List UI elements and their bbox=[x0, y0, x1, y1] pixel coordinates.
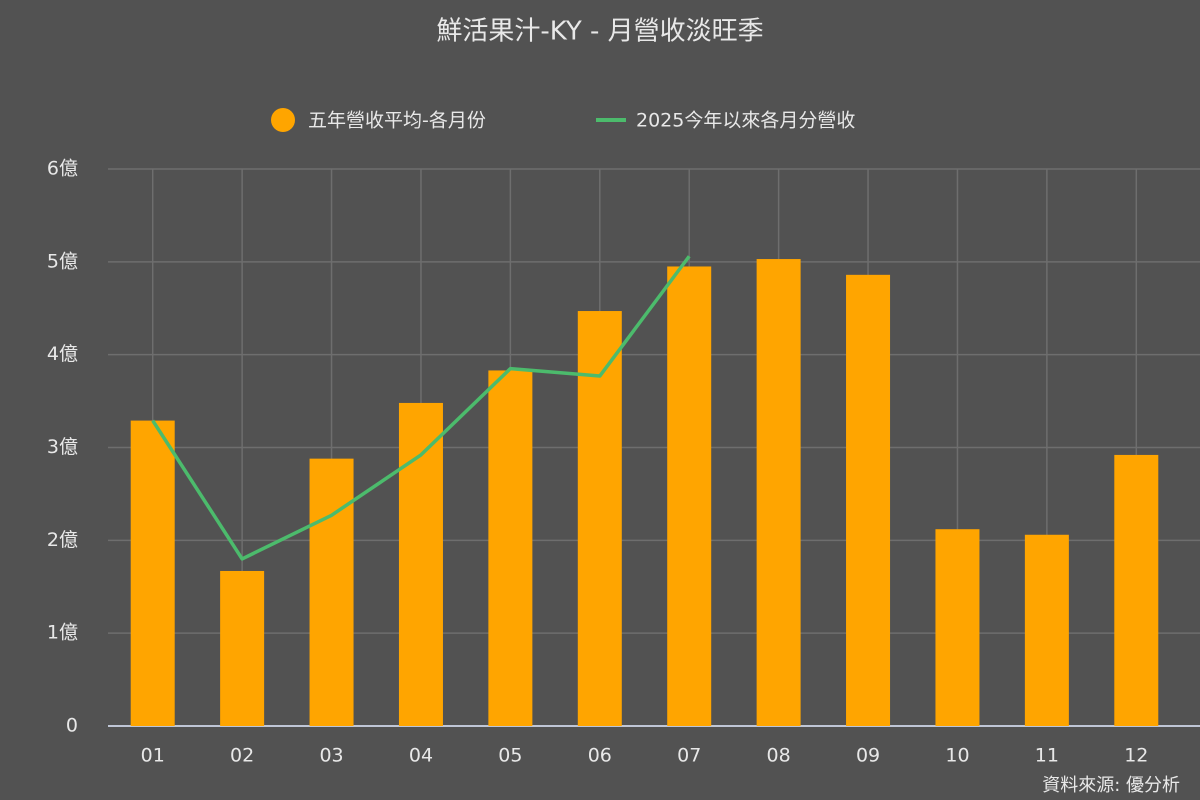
legend-swatch bbox=[271, 108, 295, 132]
bar bbox=[935, 529, 980, 726]
x-tick-label: 02 bbox=[230, 745, 254, 767]
x-tick-label: 04 bbox=[409, 745, 433, 767]
y-tick-label: 4億 bbox=[47, 343, 78, 365]
y-tick-label: 6億 bbox=[47, 158, 78, 180]
x-tick-label: 03 bbox=[319, 745, 343, 767]
bar bbox=[488, 370, 533, 726]
y-tick-label: 0 bbox=[66, 715, 78, 737]
x-tick-label: 06 bbox=[588, 745, 612, 767]
bar bbox=[1024, 534, 1069, 726]
x-tick-label: 07 bbox=[677, 745, 701, 767]
y-tick-label: 2億 bbox=[47, 529, 78, 551]
bar bbox=[667, 266, 712, 726]
line bbox=[151, 255, 691, 561]
x-tick-label: 11 bbox=[1035, 745, 1059, 767]
source-note: 資料來源: 優分析 bbox=[1042, 775, 1180, 796]
y-tick-label: 1億 bbox=[47, 622, 78, 644]
bar bbox=[577, 311, 622, 726]
bar bbox=[398, 402, 443, 726]
x-tick-label: 10 bbox=[945, 745, 969, 767]
bar bbox=[130, 420, 175, 726]
bar bbox=[846, 274, 891, 726]
y-tick-label: 3億 bbox=[47, 436, 78, 458]
legend-label: 五年營收平均-各月份 bbox=[308, 110, 486, 132]
chart-title: 鮮活果汁-KY - 月營收淡旺季 bbox=[436, 17, 763, 47]
x-tick-label: 01 bbox=[141, 745, 165, 767]
x-tick-label: 05 bbox=[498, 745, 522, 767]
bar bbox=[1114, 454, 1159, 726]
x-tick-label: 09 bbox=[856, 745, 880, 767]
bar bbox=[220, 570, 265, 726]
bar bbox=[309, 458, 354, 726]
y-tick-label: 5億 bbox=[47, 250, 78, 272]
bar bbox=[756, 259, 801, 726]
x-tick-label: 08 bbox=[767, 745, 791, 767]
legend-label: 2025今年以來各月分營收 bbox=[636, 110, 855, 132]
x-tick-label: 12 bbox=[1124, 745, 1148, 767]
